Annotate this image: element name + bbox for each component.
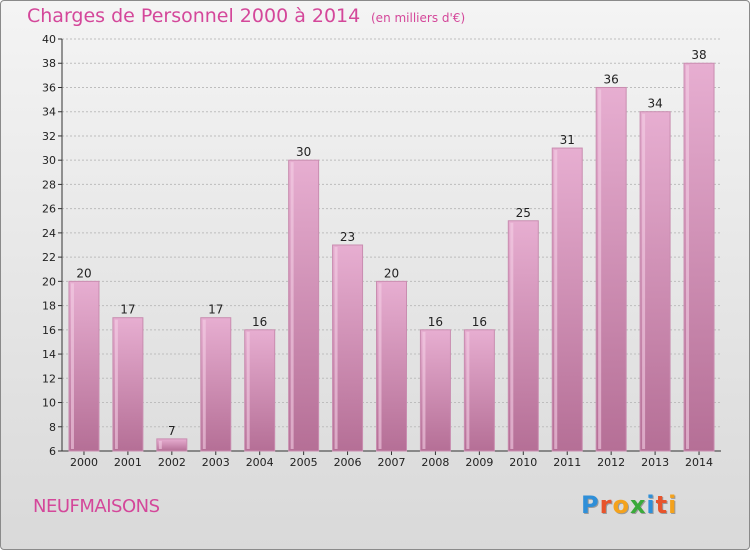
x-tick-label-2000: 2000	[70, 456, 98, 469]
bar-highlight	[466, 331, 470, 449]
logo-letter: o	[612, 491, 630, 519]
x-tick-label-2002: 2002	[158, 456, 186, 469]
bar-highlight	[70, 283, 74, 449]
y-tick-label: 16	[42, 324, 56, 337]
bar-highlight	[422, 331, 426, 449]
y-tick-label: 36	[42, 81, 56, 94]
bar-highlight	[598, 89, 602, 450]
x-tick-label-2003: 2003	[202, 456, 230, 469]
y-tick-label: 18	[42, 300, 56, 313]
logo-letter: t	[655, 491, 669, 519]
y-tick-label: 40	[42, 33, 56, 46]
logo-letter: i	[646, 491, 656, 519]
value-label-2002: 7	[168, 424, 176, 438]
value-label-2008: 16	[428, 315, 443, 329]
logo-letter: x	[629, 491, 647, 519]
logo-letter: r	[599, 491, 613, 519]
logo-letter: i	[668, 491, 678, 519]
value-label-2006: 23	[340, 230, 355, 244]
value-label-2007: 20	[384, 266, 399, 280]
value-label-2010: 25	[516, 206, 531, 220]
bar-highlight	[554, 150, 558, 449]
y-tick-label: 10	[42, 397, 56, 410]
x-tick-label-2001: 2001	[114, 456, 142, 469]
bar-highlight	[246, 331, 250, 449]
y-tick-label: 6	[49, 445, 56, 458]
bar-highlight	[510, 222, 514, 449]
chart-title: Charges de Personnel 2000 à 2014	[27, 5, 361, 27]
x-tick-label-2011: 2011	[553, 456, 581, 469]
x-tick-label-2007: 2007	[378, 456, 406, 469]
y-tick-label: 34	[42, 106, 56, 119]
x-tick-label-2004: 2004	[246, 456, 274, 469]
x-tick-label-2010: 2010	[509, 456, 537, 469]
proxiti-logo: Proxiti	[581, 491, 677, 519]
value-label-2005: 30	[296, 145, 311, 159]
value-label-2011: 31	[560, 133, 575, 147]
y-tick-label: 22	[42, 251, 56, 264]
y-tick-label: 8	[49, 421, 56, 434]
bar-highlight	[642, 113, 646, 450]
x-tick-label-2006: 2006	[334, 456, 362, 469]
bar-highlight	[686, 65, 690, 449]
x-tick-label-2013: 2013	[641, 456, 669, 469]
x-tick-label-2012: 2012	[597, 456, 625, 469]
y-tick-label: 26	[42, 203, 56, 216]
value-label-2013: 34	[647, 97, 662, 111]
logo-letter: P	[581, 491, 600, 519]
value-label-2003: 17	[208, 303, 223, 317]
y-tick-label: 12	[42, 372, 56, 385]
y-tick-label: 24	[42, 227, 56, 240]
bar-highlight	[290, 162, 294, 450]
value-label-2014: 38	[691, 48, 706, 62]
labels: 6 8 10 12 14 16 18 20 22 24 26 28 30 32 34 36 38 40 20 2000…	[42, 33, 713, 469]
y-tick-label: 38	[42, 57, 56, 70]
bar-highlight	[334, 247, 338, 449]
bar-highlight	[378, 283, 382, 449]
value-label-2004: 16	[252, 315, 267, 329]
y-tick-label: 14	[42, 348, 56, 361]
bar-2002	[156, 438, 188, 452]
commune-name: NEUFMAISONS	[33, 496, 160, 517]
y-tick-label: 28	[42, 178, 56, 191]
chart-subtitle: (en milliers d'€)	[371, 11, 466, 25]
x-tick-label-2005: 2005	[290, 456, 318, 469]
x-tick-label-2009: 2009	[465, 456, 493, 469]
y-tick-label: 32	[42, 130, 56, 143]
y-tick-label: 20	[42, 275, 56, 288]
value-label-2000: 20	[76, 266, 91, 280]
value-label-2001: 17	[120, 303, 135, 317]
value-label-2012: 36	[604, 72, 619, 86]
bar-highlight	[158, 440, 162, 449]
x-tick-label-2014: 2014	[685, 456, 713, 469]
bar-highlight	[114, 319, 118, 449]
x-tick-label-2008: 2008	[421, 456, 449, 469]
bars	[68, 62, 715, 452]
value-label-2009: 16	[472, 315, 487, 329]
bar-highlight	[202, 319, 206, 449]
y-tick-label: 30	[42, 154, 56, 167]
